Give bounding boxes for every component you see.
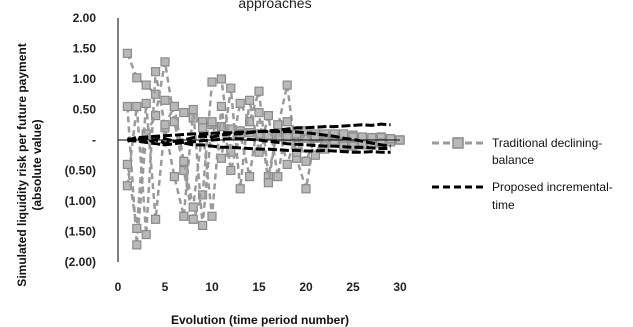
data-point-traditional	[188, 202, 198, 212]
data-point-traditional	[245, 117, 255, 127]
data-point-traditional	[216, 153, 226, 163]
data-point-traditional	[179, 211, 189, 221]
x-tick-label: 15	[252, 280, 266, 294]
y-tick-label: (1.50)	[65, 225, 96, 239]
data-point-traditional	[245, 172, 255, 182]
legend-label-proposed-line-2: time	[492, 198, 515, 212]
data-point-traditional	[169, 172, 179, 182]
data-point-traditional	[141, 229, 151, 240]
data-point-traditional	[245, 95, 255, 105]
x-tick-label: 30	[393, 280, 407, 294]
data-point-traditional	[169, 117, 179, 127]
data-point-traditional	[188, 104, 198, 115]
chart-title: approaches	[238, 0, 311, 11]
x-tick-label: 25	[346, 280, 360, 294]
data-point-traditional	[132, 101, 142, 112]
y-tick-labels: 2.00 1.50 1.00 0.50 - (0.50) (1.00) (1.50) (2.00…	[65, 11, 97, 269]
data-point-traditional	[329, 129, 339, 139]
data-point-traditional	[179, 156, 189, 166]
x-tick-labels: 0 5 10 15 20 25 30	[115, 280, 407, 294]
legend: Traditional declining- balance Proposed …	[432, 136, 613, 212]
data-point-traditional	[386, 134, 396, 144]
data-point-traditional	[151, 67, 161, 77]
data-point-traditional	[132, 240, 142, 250]
data-point-traditional	[160, 95, 170, 105]
data-point-traditional	[151, 214, 161, 224]
data-point-traditional	[263, 110, 273, 121]
data-point-traditional	[216, 101, 226, 112]
y-tick-label: 2.00	[73, 11, 97, 25]
data-point-traditional	[122, 159, 133, 169]
data-point-traditional	[141, 80, 151, 90]
data-point-traditional	[122, 101, 133, 112]
y-tick-label: 0.50	[73, 103, 97, 117]
y-axis-title-line-2: (absolute value)	[30, 119, 44, 210]
data-point-traditional	[132, 73, 142, 83]
data-point-traditional	[301, 184, 311, 194]
data-point-traditional	[282, 117, 292, 127]
data-point-traditional	[226, 147, 236, 157]
y-tick-label: -	[92, 133, 96, 147]
y-tick-label: 1.00	[73, 72, 97, 86]
legend-label-traditional-line-2: balance	[492, 153, 534, 167]
legend-label-traditional-line-1: Traditional declining-	[492, 136, 602, 150]
x-tick-label: 0	[115, 280, 122, 294]
legend-item-traditional: Traditional declining- balance	[432, 136, 602, 167]
data-point-traditional	[292, 129, 302, 139]
data-point-traditional	[207, 117, 217, 127]
y-tick-label: (2.00)	[65, 255, 96, 269]
plot-area	[122, 48, 405, 250]
data-point-traditional	[348, 132, 358, 142]
data-point-traditional	[198, 220, 208, 230]
series-line-proposed	[126, 135, 391, 154]
x-tick-label: 10	[205, 280, 219, 294]
data-point-traditional	[226, 83, 236, 93]
data-point-traditional	[226, 165, 236, 176]
data-point-traditional	[254, 107, 264, 118]
data-point-traditional	[263, 178, 273, 188]
data-point-traditional	[273, 172, 283, 182]
data-point-traditional	[207, 77, 217, 87]
data-point-traditional	[282, 159, 292, 169]
data-point-traditional	[254, 86, 264, 96]
legend-marker-traditional	[452, 137, 464, 149]
data-point-traditional	[141, 98, 151, 109]
y-tick-label: (0.50)	[65, 164, 96, 178]
x-axis-title: Evolution (time period number)	[171, 313, 349, 327]
y-tick-label: (1.00)	[65, 194, 96, 208]
data-point-traditional	[292, 147, 302, 157]
data-point-traditional	[282, 80, 292, 90]
legend-label-proposed-line-1: Proposed incremental-	[492, 180, 613, 194]
y-tick-label: 1.50	[73, 42, 97, 56]
series-line-proposed	[127, 130, 391, 148]
data-point-traditional	[216, 74, 226, 84]
data-point-traditional	[132, 223, 142, 234]
x-tick-label: 20	[299, 280, 313, 294]
data-point-traditional	[160, 120, 170, 130]
legend-item-proposed: Proposed incremental- time	[432, 180, 613, 212]
data-point-traditional	[151, 110, 161, 121]
data-point-traditional	[235, 184, 245, 194]
data-point-traditional	[235, 98, 245, 109]
data-point-traditional	[160, 57, 170, 67]
data-point-traditional	[367, 132, 377, 143]
data-point-traditional	[301, 156, 311, 166]
data-point-traditional	[273, 120, 283, 130]
data-point-traditional	[169, 101, 179, 112]
data-point-traditional	[207, 211, 217, 221]
data-point-traditional	[198, 123, 208, 133]
data-point-traditional	[310, 150, 320, 160]
x-tick-label: 5	[162, 280, 169, 294]
data-point-traditional	[188, 214, 198, 224]
data-point-traditional	[122, 48, 133, 58]
data-point-traditional	[179, 107, 189, 118]
y-axis-title-line-1: Simulated liquidity risk per future paym…	[15, 43, 29, 286]
